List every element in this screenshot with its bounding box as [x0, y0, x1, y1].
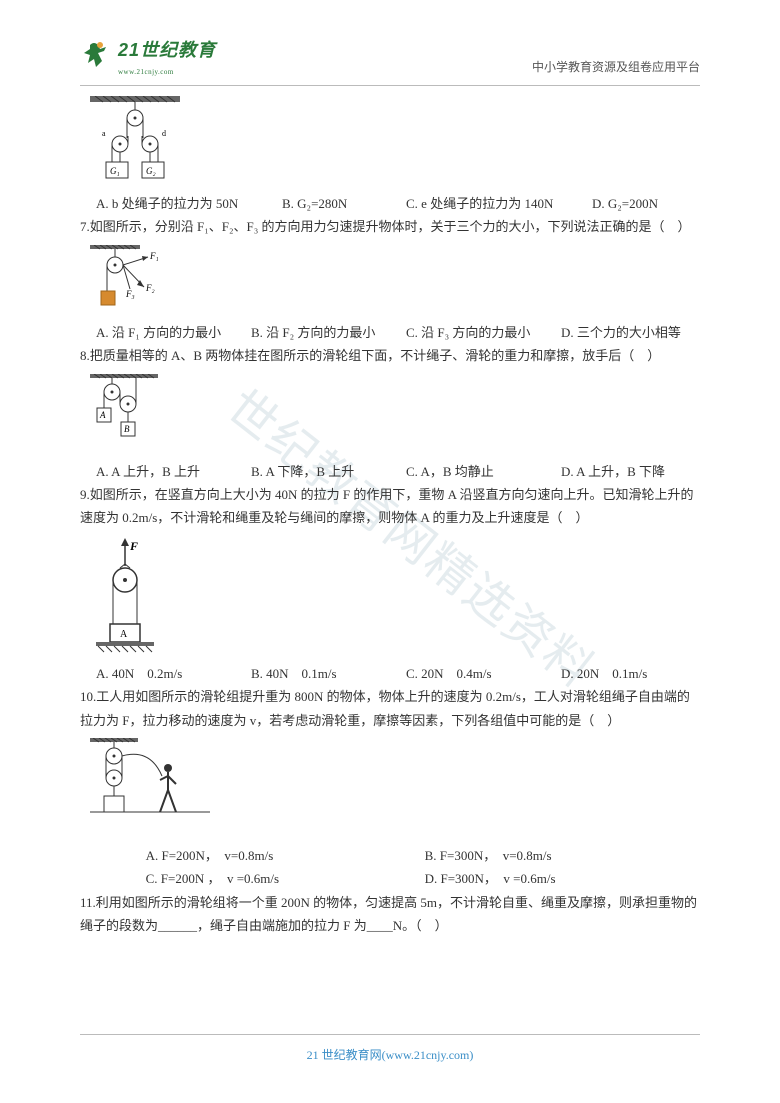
q9-optB: B. 40N 0.1m/s [235, 662, 390, 685]
svg-text:F₁: F₁ [149, 251, 159, 261]
svg-text:A: A [120, 629, 128, 640]
q6-optC: C. e 处绳子的拉力为 140N [390, 192, 576, 215]
q7-options: A. 沿 F₁ 方向的力最小 B. 沿 F₂ 方向的力最小 C. 沿 F₃ 方向… [80, 321, 700, 344]
q10-optA: A. F=200N， v=0.8m/s [130, 844, 409, 867]
q7-optB: B. 沿 F₂ 方向的力最小 [235, 321, 390, 344]
q9-optA: A. 40N 0.2m/s [80, 662, 235, 685]
q8-optC: C. A，B 均静止 [390, 460, 545, 483]
q8-options: A. A 上升，B 上升 B. A 下降，B 上升 C. A，B 均静止 D. … [80, 460, 700, 483]
logo-main: 21世纪教育 [118, 34, 216, 66]
q7-optD: D. 三个力的大小相等 [545, 321, 700, 344]
q6-optA: A. b 处绳子的拉力为 50N [80, 192, 266, 215]
q8-optB: B. A 下降，B 上升 [235, 460, 390, 483]
q10-diagram [90, 738, 700, 838]
q10-text: 10.工人用如图所示的滑轮组提升重为 800N 的物体，物体上升的速度为 0.2… [80, 685, 700, 732]
q10-optC: C. F=200N ， v =0.6m/s [130, 867, 409, 890]
q9-optD: D. 20N 0.1m/s [545, 662, 700, 685]
q10-options: A. F=200N， v=0.8m/s B. F=300N， v=0.8m/s … [80, 844, 700, 891]
runner-icon [80, 41, 114, 71]
svg-text:d: d [162, 129, 166, 138]
q9-optC: C. 20N 0.4m/s [390, 662, 545, 685]
svg-text:F: F [129, 539, 138, 553]
q9-text: 9.如图所示，在竖直方向上大小为 40N 的拉力 F 的作用下，重物 A 沿竖直… [80, 483, 700, 530]
q10-optD: D. F=300N， v =0.6m/s [409, 867, 688, 890]
svg-text:a: a [102, 129, 106, 138]
q8-diagram: A B [90, 374, 700, 454]
q8-text: 8.把质量相等的 A、B 两物体挂在图所示的滑轮组下面，不计绳子、滑轮的重力和摩… [80, 344, 700, 367]
q11-text: 11.利用如图所示的滑轮组将一个重 200N 的物体，匀速提高 5m，不计滑轮自… [80, 891, 700, 938]
footer-text: 21 世纪教育网(www.21cnjy.com) [307, 1048, 474, 1062]
logo: 21世纪教育 www.21cnjy.com [80, 34, 216, 79]
q7-optA: A. 沿 F₁ 方向的力最小 [80, 321, 235, 344]
svg-text:F₃: F₃ [125, 289, 135, 299]
svg-text:G₁: G₁ [110, 166, 120, 176]
q6-optB: B. G₂=280N [266, 192, 390, 215]
svg-text:F₂: F₂ [145, 283, 155, 293]
q7-diagram: F₁ F₂ F₃ [90, 245, 700, 315]
svg-text:A: A [99, 410, 106, 420]
content-area: G₁ G₂ a d A. b 处绳子的拉力为 50N B. G₂=280N C.… [80, 90, 700, 937]
q8-optD: D. A 上升，B 下降 [545, 460, 700, 483]
page-header: 21世纪教育 www.21cnjy.com 中小学教育资源及组卷应用平台 [80, 34, 700, 86]
logo-text: 21世纪教育 www.21cnjy.com [118, 34, 216, 79]
q9-options: A. 40N 0.2m/s B. 40N 0.1m/s C. 20N 0.4m/… [80, 662, 700, 685]
q8-optA: A. A 上升，B 上升 [80, 460, 235, 483]
q6-options: A. b 处绳子的拉力为 50N B. G₂=280N C. e 处绳子的拉力为… [80, 192, 700, 215]
header-subtitle: 中小学教育资源及组卷应用平台 [532, 57, 700, 79]
page-footer: 21 世纪教育网(www.21cnjy.com) [80, 1034, 700, 1067]
logo-sub: www.21cnjy.com [118, 66, 216, 79]
q10-optB: B. F=300N， v=0.8m/s [409, 844, 688, 867]
q7-optC: C. 沿 F₃ 方向的力最小 [390, 321, 545, 344]
q6-optD: D. G₂=200N [576, 192, 700, 215]
svg-text:G₂: G₂ [146, 166, 156, 176]
q6-diagram: G₁ G₂ a d [90, 96, 700, 186]
q7-text: 7.如图所示，分别沿 F₁、F₂、F₃ 的方向用力匀速提升物体时，关于三个力的大… [80, 215, 700, 238]
svg-text:B: B [124, 424, 130, 434]
q9-diagram: F A [90, 536, 700, 656]
